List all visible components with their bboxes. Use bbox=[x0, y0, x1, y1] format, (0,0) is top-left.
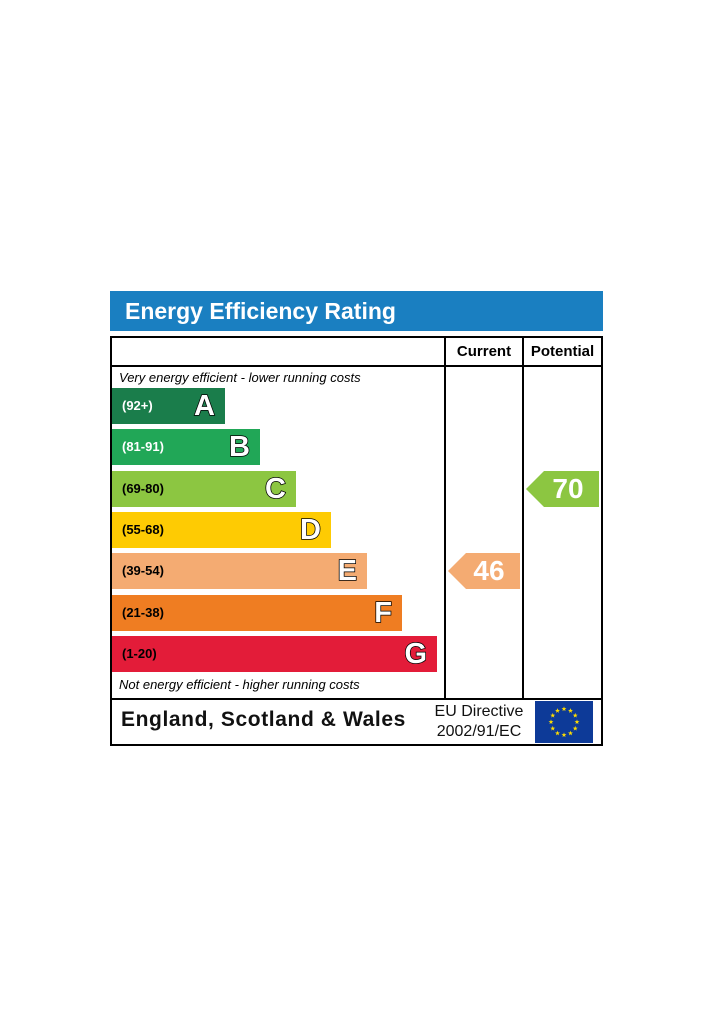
current-column-divider bbox=[444, 336, 446, 699]
potential-arrow-shape bbox=[526, 470, 599, 507]
eu-star-icon bbox=[572, 712, 578, 718]
band-letter-label: D bbox=[299, 513, 321, 547]
rating-frame bbox=[110, 336, 603, 746]
band-range-label: (69-80) bbox=[122, 480, 164, 496]
band-g: (1-20) G bbox=[112, 635, 437, 672]
potential-column-divider bbox=[522, 336, 524, 699]
band-a: (92+) A bbox=[112, 388, 225, 424]
eu-star-icon bbox=[555, 708, 560, 713]
current-rating-value: 46 bbox=[473, 555, 505, 587]
eu-star-icon bbox=[555, 730, 560, 736]
eu-star-icon bbox=[572, 725, 578, 731]
eu-star-icon bbox=[574, 719, 580, 725]
band-range-label: (39-54) bbox=[122, 563, 164, 579]
band-b: (81-91) B bbox=[112, 429, 260, 466]
band-letter-label: E bbox=[337, 554, 358, 588]
current-column-header: Current bbox=[456, 343, 512, 360]
top-note: Very energy efficient - lower running co… bbox=[119, 370, 361, 385]
chart-title: Energy Efficiency Rating bbox=[110, 291, 603, 331]
eu-star-icon bbox=[548, 719, 554, 725]
band-letter-label: C bbox=[264, 472, 286, 506]
band-range-label: (21-38) bbox=[122, 604, 164, 620]
eu-star-icon bbox=[568, 730, 573, 736]
eu-star-icon bbox=[550, 725, 556, 731]
footer-divider bbox=[110, 698, 603, 700]
eu-star-icon bbox=[550, 712, 556, 718]
eu-star-icon bbox=[561, 732, 567, 738]
band-letter-label: B bbox=[228, 431, 250, 465]
band-letter-label: G bbox=[404, 637, 428, 671]
bottom-note: Not energy efficient - higher running co… bbox=[119, 677, 360, 692]
eu-star-icon bbox=[561, 706, 567, 712]
band-range-label: (1-20) bbox=[122, 645, 157, 661]
band-f: (21-38) F bbox=[112, 594, 402, 631]
eu-flag-icon bbox=[535, 701, 593, 743]
band-e: (39-54) E bbox=[112, 553, 367, 590]
eu-star-icon bbox=[568, 708, 573, 713]
directive-line-2: 2002/91/EC bbox=[436, 723, 522, 740]
band-letter-label: A bbox=[193, 389, 215, 423]
potential-rating-value: 70 bbox=[552, 472, 584, 504]
header-divider bbox=[110, 365, 603, 367]
band-range-label: (55-68) bbox=[122, 521, 164, 537]
band-c: (69-80) C bbox=[112, 470, 296, 507]
directive-line-1: EU Directive bbox=[434, 703, 524, 720]
region-label: England, Scotland & Wales bbox=[121, 708, 406, 731]
potential-rating-arrow: 70 bbox=[526, 470, 599, 507]
band-range-label: (92+) bbox=[122, 398, 153, 413]
potential-column-header: Potential bbox=[530, 343, 595, 360]
band-d: (55-68) D bbox=[112, 511, 331, 548]
band-range-label: (81-91) bbox=[122, 439, 164, 455]
current-rating-arrow: 46 bbox=[448, 553, 520, 590]
band-letter-label: F bbox=[374, 596, 393, 630]
current-arrow-shape bbox=[448, 553, 520, 590]
